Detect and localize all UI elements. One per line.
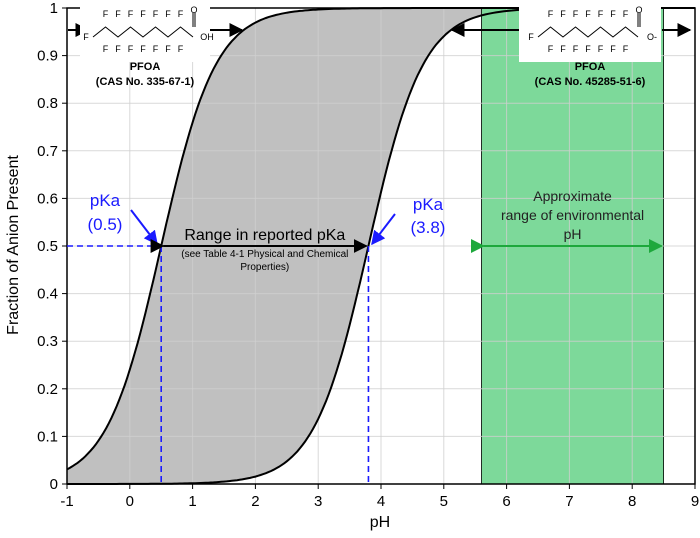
pka-pointer-arrow — [130, 209, 158, 246]
y-axis-title: Fraction of Anion Present — [5, 155, 22, 335]
fluorine-atom: F — [610, 9, 616, 19]
fluorine-atom: F — [115, 44, 121, 54]
fluorine-atom: F — [165, 9, 171, 19]
fluorine-atom: F — [585, 9, 591, 19]
fluorine-atom: F — [610, 44, 616, 54]
fluorine-atom: F — [128, 44, 134, 54]
fluorine-atom: F — [140, 9, 146, 19]
fluorine-atom: F — [140, 44, 146, 54]
pka-label-title: pKa — [90, 191, 121, 210]
x-tick-label: -1 — [60, 493, 73, 510]
y-tick-label: 0.5 — [37, 238, 58, 255]
x-tick-label: 1 — [188, 493, 196, 510]
x-tick-label: 8 — [628, 493, 636, 510]
fluorine-atom: F — [560, 44, 566, 54]
y-tick-label: 0.1 — [37, 428, 58, 445]
fluorine-atom: F — [103, 44, 109, 54]
fluorine-atom: F — [573, 9, 579, 19]
annotations: Range in reported pKa (see Table 4-1 Phys… — [68, 23, 692, 273]
x-tick-label: 4 — [377, 493, 385, 510]
x-tick-label: 5 — [440, 493, 448, 510]
carbon-chain — [537, 26, 639, 38]
y-tick-label: 0.8 — [37, 95, 58, 112]
y-tick-label: 0.4 — [37, 286, 58, 303]
terminal-fluorine: F — [83, 32, 89, 42]
pka-label-value: (0.5) — [88, 215, 123, 234]
y-tick-label: 0 — [50, 476, 58, 493]
env-label-3: pH — [564, 226, 582, 242]
shaded-pka-range — [67, 8, 695, 484]
fluorine-atom: F — [598, 44, 604, 54]
pka-markers: pKa (0.5) pKa (3.8) — [67, 191, 445, 484]
terminal-fluorine: F — [528, 32, 534, 42]
pka-pointer-arrow — [371, 213, 396, 246]
molecule-cas-number: (CAS No. 45285-51-6) — [535, 76, 646, 88]
fluorine-atom: F — [548, 9, 554, 19]
fluorine-atom: F — [548, 44, 554, 54]
fluorine-atom: F — [178, 44, 184, 54]
fluorine-atom: F — [153, 9, 159, 19]
x-tick-label: 7 — [565, 493, 573, 510]
fluorine-atom: F — [585, 44, 591, 54]
y-tick-label: 0.3 — [37, 333, 58, 350]
pka-label-value: (3.8) — [411, 218, 446, 237]
fluorine-atom: F — [103, 9, 109, 19]
pka-range-note-1: (see Table 4-1 Physical and Chemical — [181, 249, 348, 260]
env-label-1: Approximate — [533, 188, 612, 204]
fluorine-atom: F — [623, 9, 629, 19]
fluorine-atom: F — [598, 9, 604, 19]
tick-labels: -1 0 1 2 3 4 5 6 7 8 900.10.20.30.40.50.60.70.80.9… — [37, 0, 699, 510]
pka-range-fill — [67, 8, 695, 484]
carboxyl-group: O- — [647, 32, 657, 42]
pka-label-title: pKa — [413, 195, 444, 214]
fluorine-atom: F — [165, 44, 171, 54]
x-tick-label: 6 — [502, 493, 510, 510]
fluorine-atom: F — [623, 44, 629, 54]
molecule-name: PFOA — [130, 61, 161, 73]
oxygen-atom: O — [635, 5, 642, 15]
pka-range-note-2: Properties) — [240, 262, 289, 273]
fluorine-atom: F — [128, 9, 134, 19]
fluorine-atom: F — [560, 9, 566, 19]
oxygen-atom: O — [190, 5, 197, 15]
fluorine-atom: F — [115, 9, 121, 19]
x-tick-label: 3 — [314, 493, 322, 510]
pka-range-label: Range in reported pKa — [184, 227, 345, 244]
y-tick-label: 0.2 — [37, 381, 58, 398]
carboxyl-group: OH — [200, 32, 214, 42]
x-axis-title: pH — [370, 514, 390, 531]
fluorine-atom: F — [178, 9, 184, 19]
x-tick-label: 0 — [126, 493, 134, 510]
env-label-2: range of environmental — [501, 207, 644, 223]
molecule-name: PFOA — [575, 61, 606, 73]
carbon-chain — [92, 26, 194, 38]
y-tick-label: 1 — [50, 0, 58, 17]
molecule-cas-number: (CAS No. 335-67-1) — [96, 76, 195, 88]
y-tick-label: 0.9 — [37, 48, 58, 65]
y-tick-label: 0.6 — [37, 190, 58, 207]
fluorine-atom: F — [573, 44, 579, 54]
x-tick-label: 9 — [691, 493, 699, 510]
fluorine-atom: F — [153, 44, 159, 54]
y-tick-label: 0.7 — [37, 143, 58, 160]
x-tick-label: 2 — [251, 493, 259, 510]
